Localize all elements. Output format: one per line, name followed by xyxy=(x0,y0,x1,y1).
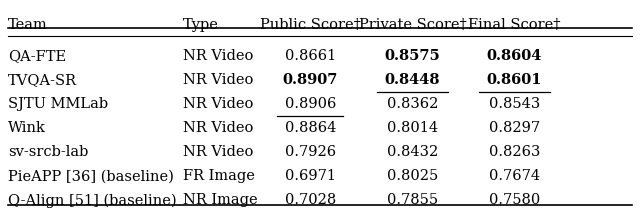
Text: sv-srcb-lab: sv-srcb-lab xyxy=(8,145,88,159)
Text: Type: Type xyxy=(183,18,219,32)
Text: 0.8601: 0.8601 xyxy=(486,73,542,87)
Text: 0.8014: 0.8014 xyxy=(387,121,438,135)
Text: NR Video: NR Video xyxy=(183,97,253,111)
Text: 0.8661: 0.8661 xyxy=(285,49,336,63)
Text: 0.8025: 0.8025 xyxy=(387,169,438,183)
Text: 0.8575: 0.8575 xyxy=(385,49,440,63)
Text: FR Image: FR Image xyxy=(183,169,255,183)
Text: 0.7028: 0.7028 xyxy=(285,193,336,207)
Text: 0.8448: 0.8448 xyxy=(385,73,440,87)
Text: 0.8604: 0.8604 xyxy=(486,49,542,63)
Text: 0.8432: 0.8432 xyxy=(387,145,438,159)
Text: TVQA-SR: TVQA-SR xyxy=(8,73,77,87)
Text: QA-FTE: QA-FTE xyxy=(8,49,66,63)
Text: 0.8907: 0.8907 xyxy=(283,73,338,87)
Text: NR Video: NR Video xyxy=(183,49,253,63)
Text: 0.7580: 0.7580 xyxy=(489,193,540,207)
Text: 0.8362: 0.8362 xyxy=(387,97,438,111)
Text: 0.8864: 0.8864 xyxy=(285,121,336,135)
Text: 0.7674: 0.7674 xyxy=(489,169,540,183)
Text: NR Image: NR Image xyxy=(183,193,258,207)
Text: Q-Align [51] (baseline): Q-Align [51] (baseline) xyxy=(8,193,177,208)
Text: Team: Team xyxy=(8,18,47,32)
Text: 0.8297: 0.8297 xyxy=(489,121,540,135)
Text: Private Score†: Private Score† xyxy=(358,18,467,32)
Text: Wink: Wink xyxy=(8,121,45,135)
Text: 0.6971: 0.6971 xyxy=(285,169,336,183)
Text: 0.8906: 0.8906 xyxy=(285,97,336,111)
Text: NR Video: NR Video xyxy=(183,145,253,159)
Text: 0.8263: 0.8263 xyxy=(489,145,540,159)
Text: PieAPP [36] (baseline): PieAPP [36] (baseline) xyxy=(8,169,173,183)
Text: 0.7926: 0.7926 xyxy=(285,145,336,159)
Text: NR Video: NR Video xyxy=(183,121,253,135)
Text: NR Video: NR Video xyxy=(183,73,253,87)
Text: Public Score†: Public Score† xyxy=(260,18,361,32)
Text: SJTU MMLab: SJTU MMLab xyxy=(8,97,108,111)
Text: Final Score†: Final Score† xyxy=(468,18,561,32)
Text: 0.7855: 0.7855 xyxy=(387,193,438,207)
Text: 0.8543: 0.8543 xyxy=(489,97,540,111)
